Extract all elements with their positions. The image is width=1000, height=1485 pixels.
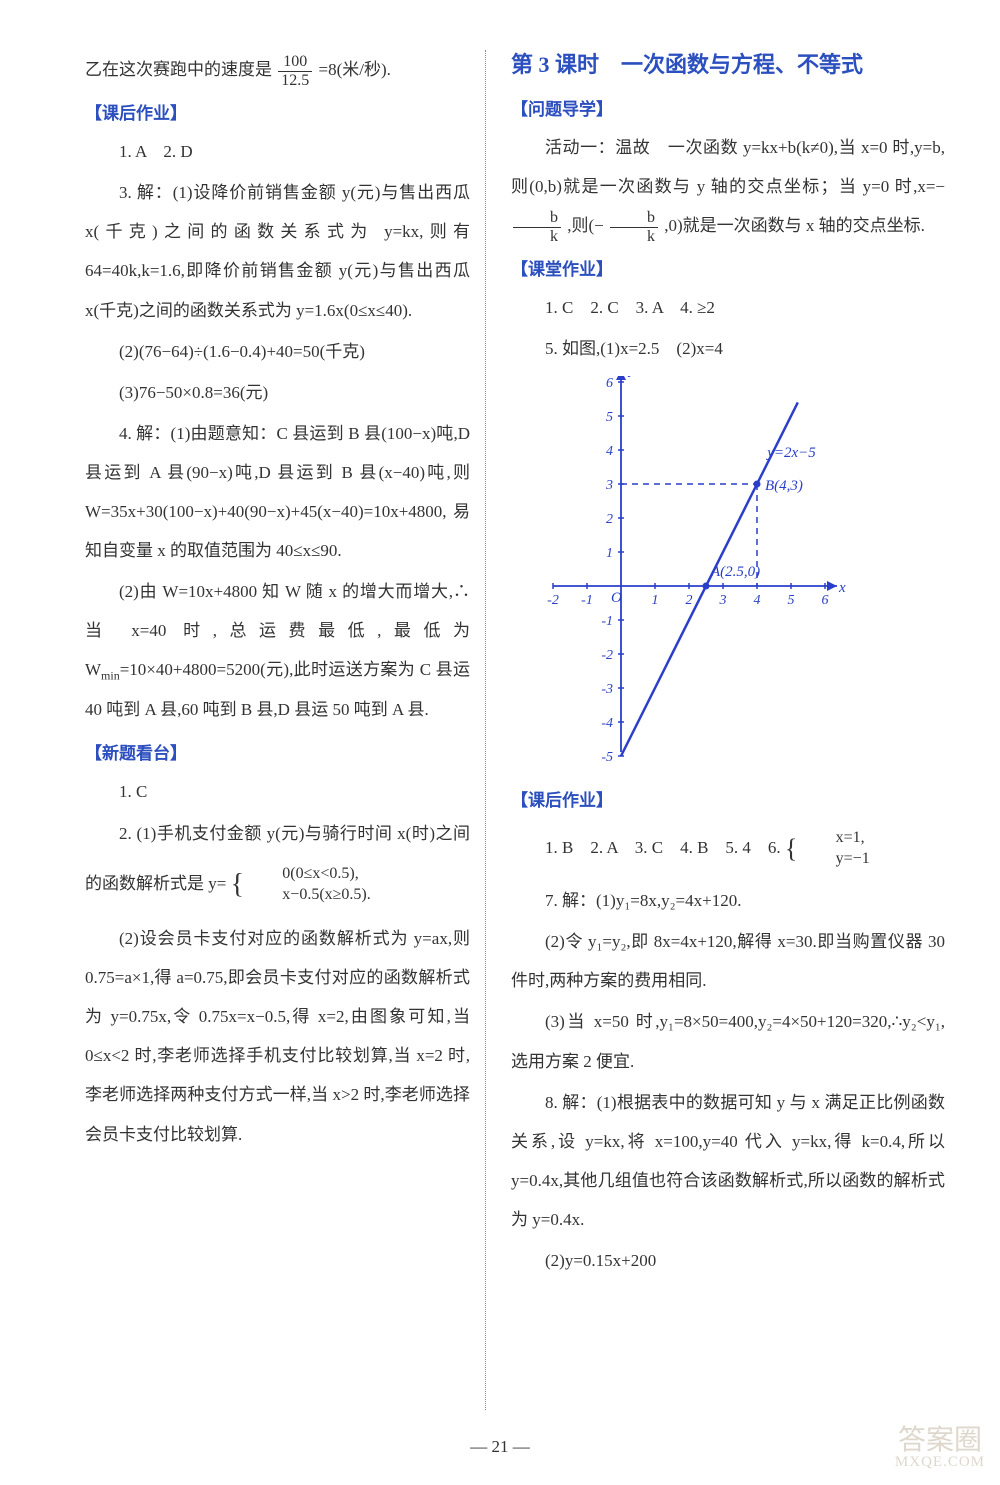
section-heading: 【课后作业】	[85, 99, 470, 124]
svg-text:2: 2	[606, 512, 613, 527]
svg-text:-5: -5	[601, 750, 613, 765]
fraction: b k	[513, 209, 561, 245]
case1: 0(0≤x<0.5),	[248, 864, 370, 885]
system: x=1, y=−1	[802, 828, 870, 870]
solution-block: (2)设会员卡支付对应的函数解析式为 y=ax,则 0.75=a×1,得 a=0…	[85, 919, 470, 1154]
solution-block: (2)(76−64)÷(1.6−0.4)+40=50(千克)	[85, 332, 470, 371]
section-heading: 【新题看台】	[85, 739, 470, 764]
svg-text:5: 5	[606, 410, 613, 425]
watermark-sub: MXQE.COM	[895, 1455, 985, 1470]
solution-block: (3)76−50×0.8=36(元)	[85, 373, 470, 412]
svg-text:2: 2	[686, 593, 693, 608]
denominator: k	[513, 228, 561, 246]
section-heading: 【课后作业】	[511, 786, 945, 811]
answer-row: 1. C	[85, 772, 470, 811]
svg-text:-1: -1	[601, 614, 613, 629]
svg-text:-3: -3	[601, 682, 613, 697]
svg-text:-4: -4	[601, 716, 613, 731]
svg-text:y: y	[627, 376, 636, 378]
text-block: 活动一：温故 一次函数 y=kx+b(k≠0),当 x=0 时,y=b,则(0,…	[511, 128, 945, 245]
brace-icon: {	[231, 869, 244, 900]
page-columns: 乙在这次赛跑中的速度是 100 12.5 =8(米/秒). 【课后作业】 1. …	[85, 50, 960, 1410]
left-column: 乙在这次赛跑中的速度是 100 12.5 =8(米/秒). 【课后作业】 1. …	[85, 50, 485, 1410]
svg-text:O: O	[611, 590, 622, 606]
solution-block: 3. 解：(1)设降价前销售金额 y(元)与售出西瓜 x(千克)之间的函数关系式…	[85, 173, 470, 329]
section-heading: 【问题导学】	[511, 95, 945, 120]
solution-block: 7. 解：(1)y₁=8x,y₂=4x+120.	[511, 881, 945, 920]
solution-block: (3)当 x=50 时,y₁=8×50=400,y₂=4×50+120=320,…	[511, 1002, 945, 1080]
svg-text:6: 6	[606, 376, 613, 391]
fraction: 100 12.5	[278, 53, 312, 89]
text: 活动一：温故 一次函数 y=kx+b(k≠0),当 x=0 时,y=b,则(0,…	[511, 138, 945, 196]
chart-svg: -2 -1 1 2 3 4 5 6 -5 -4 -3 -2 -1 1 2 3 4 5 6 Ox y A(2.5,0) B(4…	[531, 376, 891, 776]
svg-text:-2: -2	[601, 648, 613, 663]
numerator: 100	[278, 53, 312, 72]
svg-text:1: 1	[652, 593, 659, 608]
page-number: — 21 —	[0, 1437, 1000, 1457]
denominator: k	[610, 228, 658, 246]
piecewise: 0(0≤x<0.5), x−0.5(x≥0.5).	[248, 864, 370, 906]
svg-text:4: 4	[606, 444, 613, 459]
text: 1. B 2. A 3. C 4. B 5. 4 6.	[545, 838, 785, 857]
solution-block: 4. 解：(1)由题意知：C 县运到 B 县(100−x)吨,D 县运到 A 县…	[85, 414, 470, 570]
solution-block: (2)由 W=10x+4800 知 W 随 x 的增大而增大,∴当 x=40 时…	[85, 572, 470, 729]
eq1: x=1,	[802, 828, 870, 849]
eq2: y=−1	[802, 849, 870, 870]
svg-text:3: 3	[719, 593, 727, 608]
right-column: 第 3 课时 一次函数与方程、不等式 【问题导学】 活动一：温故 一次函数 y=…	[485, 50, 945, 1410]
lesson-title: 第 3 课时 一次函数与方程、不等式	[511, 50, 945, 81]
section-heading: 【课堂作业】	[511, 255, 945, 280]
answer-row: 1. A 2. D	[85, 132, 470, 171]
denominator: 12.5	[278, 72, 312, 90]
svg-text:A(2.5,0): A(2.5,0)	[710, 564, 760, 580]
case2: x−0.5(x≥0.5).	[248, 885, 370, 906]
solution-block: (2)令 y₁=y₂,即 8x=4x+120,解得 x=30.即当购置仪器 30…	[511, 922, 945, 1000]
answer-row: 1. C 2. C 3. A 4. ≥2	[511, 288, 945, 327]
svg-text:B(4,3): B(4,3)	[765, 478, 803, 494]
solution-block: 8. 解：(1)根据表中的数据可知 y 与 x 满足正比例函数关系,设 y=kx…	[511, 1083, 945, 1239]
answer-row: 1. B 2. A 3. C 4. B 5. 4 6. { x=1, y=−1	[511, 819, 945, 879]
svg-text:-1: -1	[581, 593, 593, 608]
numerator: b	[610, 209, 658, 228]
fraction: b k	[610, 209, 658, 245]
watermark-main: 答案圈	[898, 1425, 982, 1456]
text: 乙在这次赛跑中的速度是	[85, 60, 272, 79]
brace-icon: {	[785, 834, 797, 863]
svg-text:x: x	[838, 580, 846, 596]
watermark: 答案圈 MXQE.COM	[895, 1427, 985, 1470]
coordinate-chart: -2 -1 1 2 3 4 5 6 -5 -4 -3 -2 -1 1 2 3 4 5 6 Ox y A(2.5,0) B(4…	[531, 376, 945, 776]
svg-text:y=2x−5: y=2x−5	[765, 445, 816, 461]
svg-text:5: 5	[788, 593, 795, 608]
text: ,0)就是一次函数与 x 轴的交点坐标.	[664, 216, 925, 235]
svg-text:3: 3	[605, 478, 613, 493]
text-block: 乙在这次赛跑中的速度是 100 12.5 =8(米/秒).	[85, 50, 470, 89]
text: =8(米/秒).	[319, 60, 391, 79]
svg-text:1: 1	[606, 546, 613, 561]
svg-text:4: 4	[754, 593, 761, 608]
numerator: b	[513, 209, 561, 228]
solution-block: 2. (1)手机支付金额 y(元)与骑行时间 x(时)之间的函数解析式是 y= …	[85, 814, 470, 917]
text: ,则(−	[567, 216, 604, 235]
answer-row: 5. 如图,(1)x=2.5 (2)x=4	[511, 329, 945, 368]
svg-text:-2: -2	[547, 593, 559, 608]
solution-block: (2)y=0.15x+200	[511, 1241, 945, 1280]
svg-text:6: 6	[822, 593, 829, 608]
